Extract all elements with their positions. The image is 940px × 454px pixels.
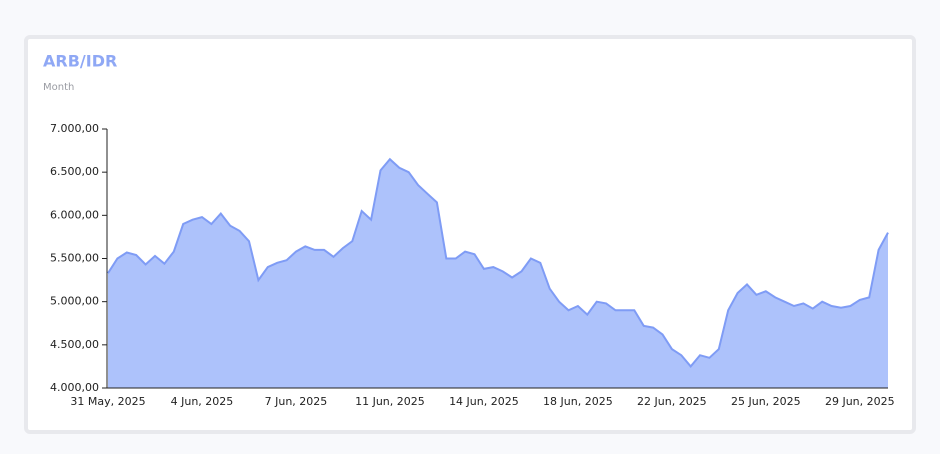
chart-subtitle: Month <box>43 82 74 93</box>
x-tick-label: 31 May, 2025 <box>70 395 145 408</box>
line <box>107 157 889 368</box>
x-tick-label: 25 Jun, 2025 <box>731 395 801 408</box>
chart-title: ARB/IDR <box>43 52 117 71</box>
y-tick-label: 7.000,00 <box>50 122 99 135</box>
x-tick-label: 7 Jun, 2025 <box>265 395 328 408</box>
y-tick-label: 5.500,00 <box>50 252 99 265</box>
x-tick-label: 11 Jun, 2025 <box>355 395 425 408</box>
x-tick-label: 29 Jun, 2025 <box>825 395 895 408</box>
y-tick-label: 4.000,00 <box>50 381 99 394</box>
x-tick-label: 22 Jun, 2025 <box>637 395 707 408</box>
x-tick-label: 4 Jun, 2025 <box>171 395 234 408</box>
y-tick-label: 4.500,00 <box>50 338 99 351</box>
x-tick-label: 18 Jun, 2025 <box>543 395 613 408</box>
y-tick-label: 6.500,00 <box>50 165 99 178</box>
area <box>108 159 888 388</box>
y-tick-label: 6.000,00 <box>50 208 99 221</box>
y-tick-label: 5.000,00 <box>50 295 99 308</box>
x-tick-label: 14 Jun, 2025 <box>449 395 519 408</box>
